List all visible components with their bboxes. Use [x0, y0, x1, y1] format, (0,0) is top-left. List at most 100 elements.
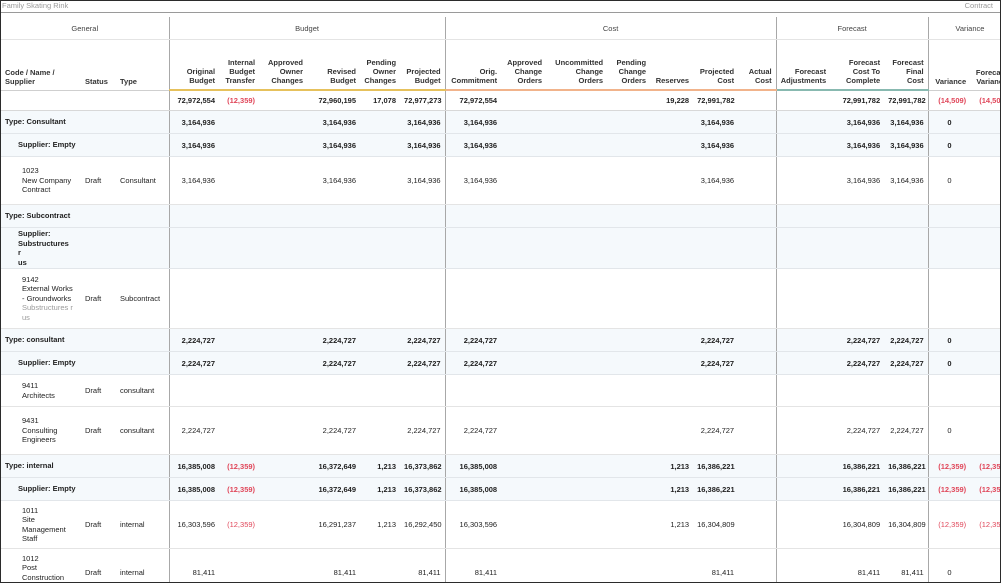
type-group-row[interactable]: Type: Consultant 3,164,936 3,164,936 3,164,… [1, 110, 1000, 134]
cell-projected-cost [693, 374, 739, 407]
group-budget: Budget [168, 17, 446, 40]
cell-pending-owner-changes [360, 133, 401, 157]
cell-forecast-adjustments [775, 268, 831, 329]
cell-approved-change-orders [501, 110, 547, 134]
contract-name[interactable]: Site Management Staff [22, 515, 66, 543]
cell-original-budget: 3,164,936 [168, 110, 220, 134]
column-header-forecast-adjustments[interactable]: Forecast Adjustments [775, 39, 831, 90]
cell-approved-change-orders [501, 156, 547, 205]
column-header-approved-owner-changes[interactable]: Approved Owner Changes [268, 58, 304, 85]
group-cost: Cost [444, 17, 777, 40]
column-header-reserves[interactable]: Reserves [655, 76, 690, 85]
contract-row[interactable]: 9431 Consulting Engineers Draft consultant 2… [1, 406, 1000, 455]
cell-forecast-variance [970, 406, 1000, 455]
column-header-code[interactable]: Code / Name / Supplier [5, 67, 55, 86]
column-header-forecast-variance[interactable]: Forecast Variance [975, 67, 1001, 86]
contract-name[interactable]: New Company Contract [22, 175, 72, 195]
contract-identity: 1011 Site Management Staff [1, 500, 81, 549]
cell-revised-budget: 3,164,936 [307, 110, 361, 134]
type-group-row[interactable]: Type: internal 16,385,008 (12,359) 16,372,6… [1, 454, 1000, 478]
cell-projected-budget: 16,373,862 [400, 477, 446, 501]
cell-forecast-variance [970, 328, 1000, 352]
cell-forecast-adjustments [775, 328, 831, 352]
supplier-group-label: Supplier: Empty [1, 133, 170, 157]
cell-forecast-cost-to-complete: 2,224,727 [830, 406, 885, 455]
cell-pending-owner-changes [360, 268, 401, 329]
cell-forecast-cost-to-complete: 2,224,727 [830, 328, 885, 352]
cell-variance: 0 [927, 156, 971, 205]
cell-approved-change-orders [501, 374, 547, 407]
contract-name[interactable]: Architects [22, 390, 55, 400]
contract-name[interactable]: Post Construction Staff [22, 563, 65, 582]
cell-variance: (12,359) [927, 454, 971, 478]
column-header-orig-commitment[interactable]: Orig. Commitment [444, 39, 502, 90]
cell-pending-change-orders [607, 268, 651, 329]
cell-orig-commitment: 16,303,596 [444, 500, 502, 549]
column-header-approved-change-orders[interactable]: Approved Change Orders [507, 58, 543, 85]
cell-projected-cost [693, 227, 739, 269]
cell-forecast-variance [970, 548, 1000, 582]
cell-pending-owner-changes: 1,213 [360, 477, 401, 501]
cell-approved-owner-changes [259, 328, 308, 352]
type-group-row[interactable]: Type: consultant 2,224,727 2,224,727 2,224,… [1, 328, 1000, 352]
cell-approved-change-orders [501, 477, 547, 501]
cell-forecast-final-cost [884, 227, 929, 269]
cell-pending-owner-changes [360, 374, 401, 407]
cell-pending-owner-changes [360, 110, 401, 134]
column-header-variance[interactable]: Variance [927, 39, 971, 90]
contract-name[interactable]: External Works - Groundworks [22, 284, 73, 303]
cell-forecast-cost-to-complete [830, 374, 885, 407]
grand-total-row: 72,972,554 (12,359) 72,960,195 17,078 72… [1, 89, 1000, 111]
column-header-actual-cost[interactable]: Actual Cost [748, 67, 772, 85]
cell-approved-owner-changes [259, 133, 308, 157]
cell-pending-owner-changes [360, 328, 401, 352]
supplier-group-row[interactable]: Supplier: Empty 3,164,936 3,164,936 3,164,9… [1, 133, 1000, 157]
contract-code: 9431 [22, 416, 39, 426]
column-header-forecast-final-cost[interactable]: Forecast Final Cost [892, 58, 924, 85]
contract-identity: 9431 Consulting Engineers [1, 406, 81, 455]
cell-original-budget: 16,303,596 [168, 500, 220, 549]
cell-projected-budget: 16,373,862 [400, 454, 446, 478]
cell-revised-budget: 16,372,649 [307, 454, 361, 478]
column-header-type[interactable]: Type [120, 76, 137, 86]
column-header-pending-change-orders[interactable]: Pending Change Orders [616, 58, 647, 85]
column-header-forecast-cost-to-complete[interactable]: Forecast Cost To Complete [845, 58, 881, 85]
cell-original-budget: 81,411 [168, 548, 220, 582]
column-header-projected-cost[interactable]: Projected Cost [699, 67, 735, 85]
contract-row[interactable]: 9411 Architects Draft consultant [1, 374, 1000, 407]
cell-approved-owner-changes [259, 110, 308, 134]
column-header-revised-budget[interactable]: Revised Budget [327, 67, 357, 85]
supplier-group-row[interactable]: Supplier: Empty 2,224,727 2,224,727 2,224,7… [1, 351, 1000, 375]
column-header-pending-owner-changes[interactable]: Pending Owner Changes [364, 58, 397, 85]
column-header-projected-budget[interactable]: Projected Budget [406, 67, 441, 85]
cell-pending-owner-changes [360, 406, 401, 455]
column-header-internal-budget-transfer[interactable]: Internal Budget Transfer [225, 58, 256, 85]
cell-uncommitted-change-orders [546, 351, 608, 375]
contract-row[interactable]: 1023 New Company Contract Draft Consultant 3… [1, 156, 1000, 205]
cell-revised-budget: 3,164,936 [307, 133, 361, 157]
contract-code: 1011 [22, 505, 39, 515]
contract-type: consultant [116, 406, 170, 455]
column-header-original-budget[interactable]: Original Budget [168, 39, 220, 90]
cell-reserves: 1,213 [650, 477, 694, 501]
cell-reserves [650, 548, 694, 582]
supplier-group-row[interactable]: Supplier: Substructures r us [1, 227, 1000, 269]
cell-approved-change-orders [501, 133, 547, 157]
contract-row[interactable]: 1011 Site Management Staff Draft internal 16… [1, 500, 1000, 549]
cell-approved-owner-changes [259, 500, 308, 549]
cell-revised-budget [307, 204, 361, 228]
contract-name[interactable]: Consulting Engineers [22, 425, 58, 445]
group-forecast: Forecast [775, 17, 929, 40]
supplier-group-row[interactable]: Supplier: Empty 16,385,008 (12,359) 16,372,… [1, 477, 1000, 501]
cell-forecast-adjustments [775, 351, 831, 375]
cell-revised-budget: 16,372,649 [307, 477, 361, 501]
column-header-status[interactable]: Status [85, 76, 108, 86]
type-group-row[interactable]: Type: Subcontract [1, 204, 1000, 228]
cell-projected-budget: 3,164,936 [400, 156, 446, 205]
cell-orig-commitment [444, 204, 502, 228]
cell-approved-change-orders [501, 500, 547, 549]
cell-forecast-final-cost: 2,224,727 [884, 351, 929, 375]
contract-row[interactable]: 9142 External Works - Groundworks Substruc… [1, 268, 1000, 329]
column-header-uncommitted-change-orders[interactable]: Uncommitted Change Orders [555, 58, 604, 85]
